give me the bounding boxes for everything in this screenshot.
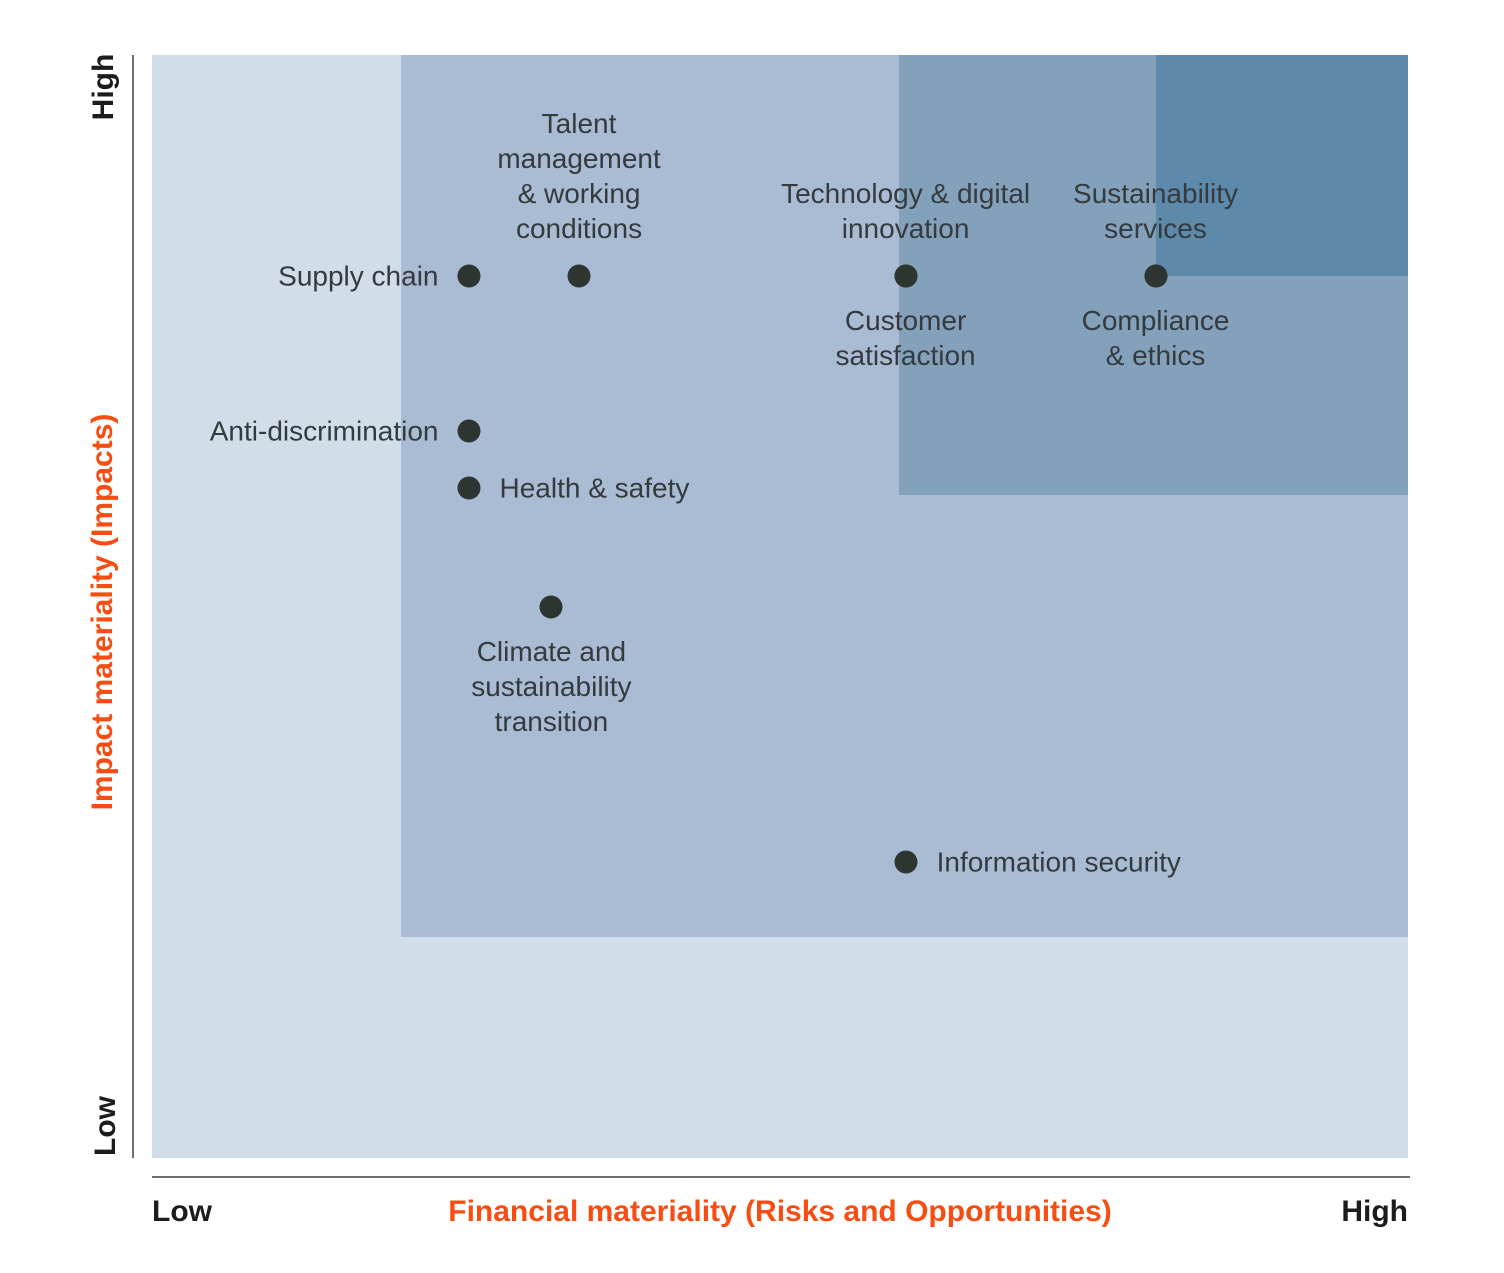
region-priority-tier-4	[1155, 55, 1408, 276]
x-axis-title: Financial materiality (Risks and Opportu…	[448, 1195, 1112, 1228]
data-point-label: Compliance & ethics	[1081, 304, 1230, 371]
data-point-dot	[567, 264, 591, 288]
data-point-label: Supply chain	[278, 260, 439, 292]
data-point-dot	[894, 850, 918, 874]
x-axis-line	[152, 1176, 1410, 1178]
data-point-dot	[1144, 264, 1168, 288]
data-point-label: Technology & digital innovation	[781, 177, 1031, 244]
y-axis-low-tick: Low	[89, 1096, 122, 1156]
data-point-label: Information security	[936, 846, 1181, 878]
data-point-dot	[539, 595, 563, 618]
data-point-dot	[894, 264, 918, 288]
data-point-dot	[457, 264, 480, 288]
x-axis-low-tick: Low	[152, 1195, 212, 1228]
data-point-label: Climate and sustainability transition	[471, 635, 632, 737]
data-point-label: Health & safety	[499, 472, 690, 504]
plot-area: Supply chain Talent management & working …	[152, 55, 1408, 1158]
data-point-dot	[457, 476, 480, 500]
data-point-label: Customer satisfaction	[835, 304, 976, 371]
data-point-label: Anti-discrimination	[209, 415, 439, 447]
y-axis-line	[132, 55, 134, 1158]
data-point-dot	[457, 419, 480, 443]
y-axis-title: Impact materiality (Impacts)	[86, 413, 119, 811]
x-axis-high-tick: High	[1341, 1195, 1408, 1228]
data-point-label: Talent management & working conditions	[497, 107, 661, 244]
y-axis-high-tick: High	[87, 53, 120, 121]
data-point-label: Sustainability services	[1073, 177, 1239, 244]
